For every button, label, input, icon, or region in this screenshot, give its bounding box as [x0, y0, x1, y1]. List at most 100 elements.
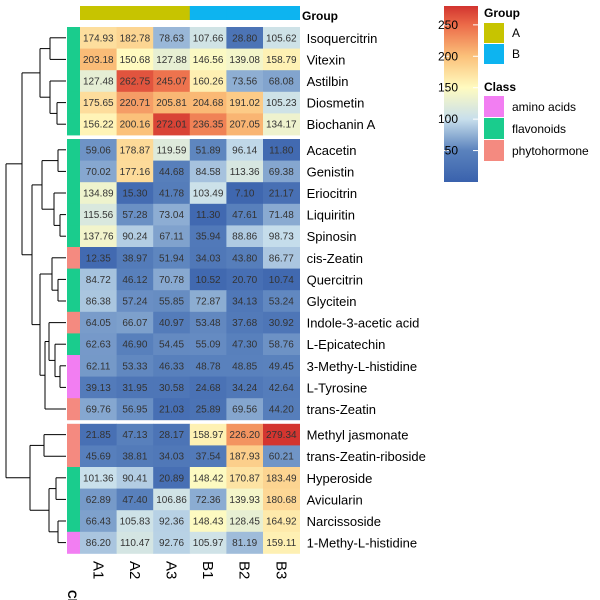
heatmap-cell [116, 488, 154, 511]
cell-value-label: 11.80 [269, 145, 294, 156]
heatmap-cell [80, 139, 117, 161]
heatmap-cell [80, 311, 117, 334]
heatmap-cell [153, 445, 191, 468]
group-strip-cell [153, 6, 191, 20]
heatmap-cell [263, 27, 300, 49]
heatmap-cell [153, 113, 191, 136]
cell-value-label: 105.97 [193, 538, 224, 549]
heatmap-cell [153, 488, 191, 511]
column-label: B2 [236, 561, 253, 579]
cell-value-label: 46.90 [122, 340, 147, 351]
cell-value-label: 41.78 [159, 189, 184, 200]
heatmap-cell [226, 139, 264, 161]
cell-value-label: 21.85 [86, 430, 111, 441]
class-strip-cell [67, 139, 80, 161]
heatmap-cell [153, 48, 191, 71]
heatmap-cell [263, 510, 300, 533]
heatmap-cell [263, 203, 300, 226]
heatmap-cell [153, 70, 191, 93]
row-label: Astilbin [307, 74, 349, 89]
heatmap-cell [80, 203, 117, 226]
cell-value-label: 38.81 [122, 452, 147, 463]
row-label: Genistin [307, 164, 355, 179]
cell-value-label: 128.45 [229, 517, 260, 528]
cell-value-label: 137.76 [83, 232, 114, 243]
heatmap-cell [153, 510, 191, 533]
cell-value-label: 68.08 [269, 77, 294, 88]
cell-value-label: 57.24 [122, 297, 147, 308]
heatmap-cell [189, 182, 227, 205]
cell-value-label: 73.56 [232, 77, 257, 88]
cell-value-label: 160.26 [193, 77, 224, 88]
heatmap-cell [263, 333, 300, 356]
colorbar-tick-label: 250 [438, 18, 458, 32]
cell-value-label: 177.16 [120, 167, 151, 178]
class-strip-cell [67, 91, 80, 114]
heatmap-cell [226, 247, 264, 269]
cell-value-label: 187.93 [229, 452, 260, 463]
heatmap-cell [226, 113, 264, 136]
heatmap-cell [116, 423, 154, 446]
cell-value-label: 86.77 [269, 253, 294, 264]
cell-value-label: 48.85 [232, 361, 257, 372]
heatmap-cell [116, 182, 154, 205]
row-label: Hyperoside [307, 471, 373, 486]
cell-value-label: 30.92 [269, 318, 294, 329]
row-label: Biochanin A [307, 117, 376, 132]
heatmap-cell [226, 398, 264, 421]
heatmap-cell [263, 423, 300, 446]
cell-value-label: 56.95 [122, 405, 147, 416]
group-legend: Group AB [484, 6, 520, 64]
cell-value-label: 86.20 [86, 538, 111, 549]
heatmap-cell [153, 467, 191, 489]
heatmap-cell [189, 467, 227, 489]
heatmap-cell [116, 376, 154, 399]
heatmap-cell [116, 398, 154, 421]
heatmap-cell [153, 376, 191, 399]
cell-value-label: 262.75 [120, 77, 151, 88]
cell-value-label: 70.02 [86, 167, 111, 178]
colorbar-tick-label: 200 [438, 49, 458, 63]
row-label: Eriocitrin [307, 186, 358, 201]
heatmap-cell [80, 510, 117, 533]
cell-value-label: 200.16 [120, 120, 151, 131]
class-strip-cell [67, 70, 80, 93]
cell-value-label: 70.78 [159, 275, 184, 286]
cell-value-label: 183.49 [266, 473, 297, 484]
cell-value-label: 204.68 [193, 98, 224, 109]
row-label: L-Tyrosine [307, 380, 368, 395]
cell-value-label: 220.71 [120, 98, 151, 109]
class-strip-cell [67, 311, 80, 334]
cell-value-label: 72.87 [196, 297, 221, 308]
row-label: Spinosin [307, 229, 357, 244]
heatmap-cell [80, 423, 117, 446]
column-labels: A1 A2 A3 B1 B2 B3 [89, 561, 289, 579]
cell-value-label: 205.81 [156, 98, 187, 109]
cell-value-label: 67.11 [159, 232, 184, 243]
class-legend-swatch [484, 96, 504, 117]
group-strip-cell [116, 6, 154, 20]
cell-value-label: 92.76 [159, 538, 184, 549]
cell-value-label: 180.68 [266, 495, 297, 506]
column-label: B1 [199, 561, 216, 579]
cell-value-label: 42.64 [269, 383, 294, 394]
heatmap-cell [116, 247, 154, 269]
heatmap-cell [153, 355, 191, 377]
heatmap-cell [153, 182, 191, 205]
class-strip-cell [67, 510, 80, 533]
cell-value-label: 139.08 [229, 55, 260, 66]
heatmap-cell [226, 27, 264, 49]
heatmap-cell [116, 333, 154, 356]
cell-value-label: 105.62 [266, 33, 297, 44]
cell-value-label: 12.35 [86, 253, 111, 264]
heatmap-cell [263, 182, 300, 205]
class-legend-label: flavonoids [512, 122, 566, 136]
heatmap-cell [226, 355, 264, 377]
group-strip-cell [80, 6, 117, 20]
cell-value-label: 51.94 [159, 253, 184, 264]
heatmap-cell [116, 268, 154, 291]
heatmap-cell [80, 27, 117, 49]
cell-value-label: 37.68 [232, 318, 257, 329]
cell-value-label: 53.24 [269, 297, 294, 308]
heatmap-cell [116, 467, 154, 489]
